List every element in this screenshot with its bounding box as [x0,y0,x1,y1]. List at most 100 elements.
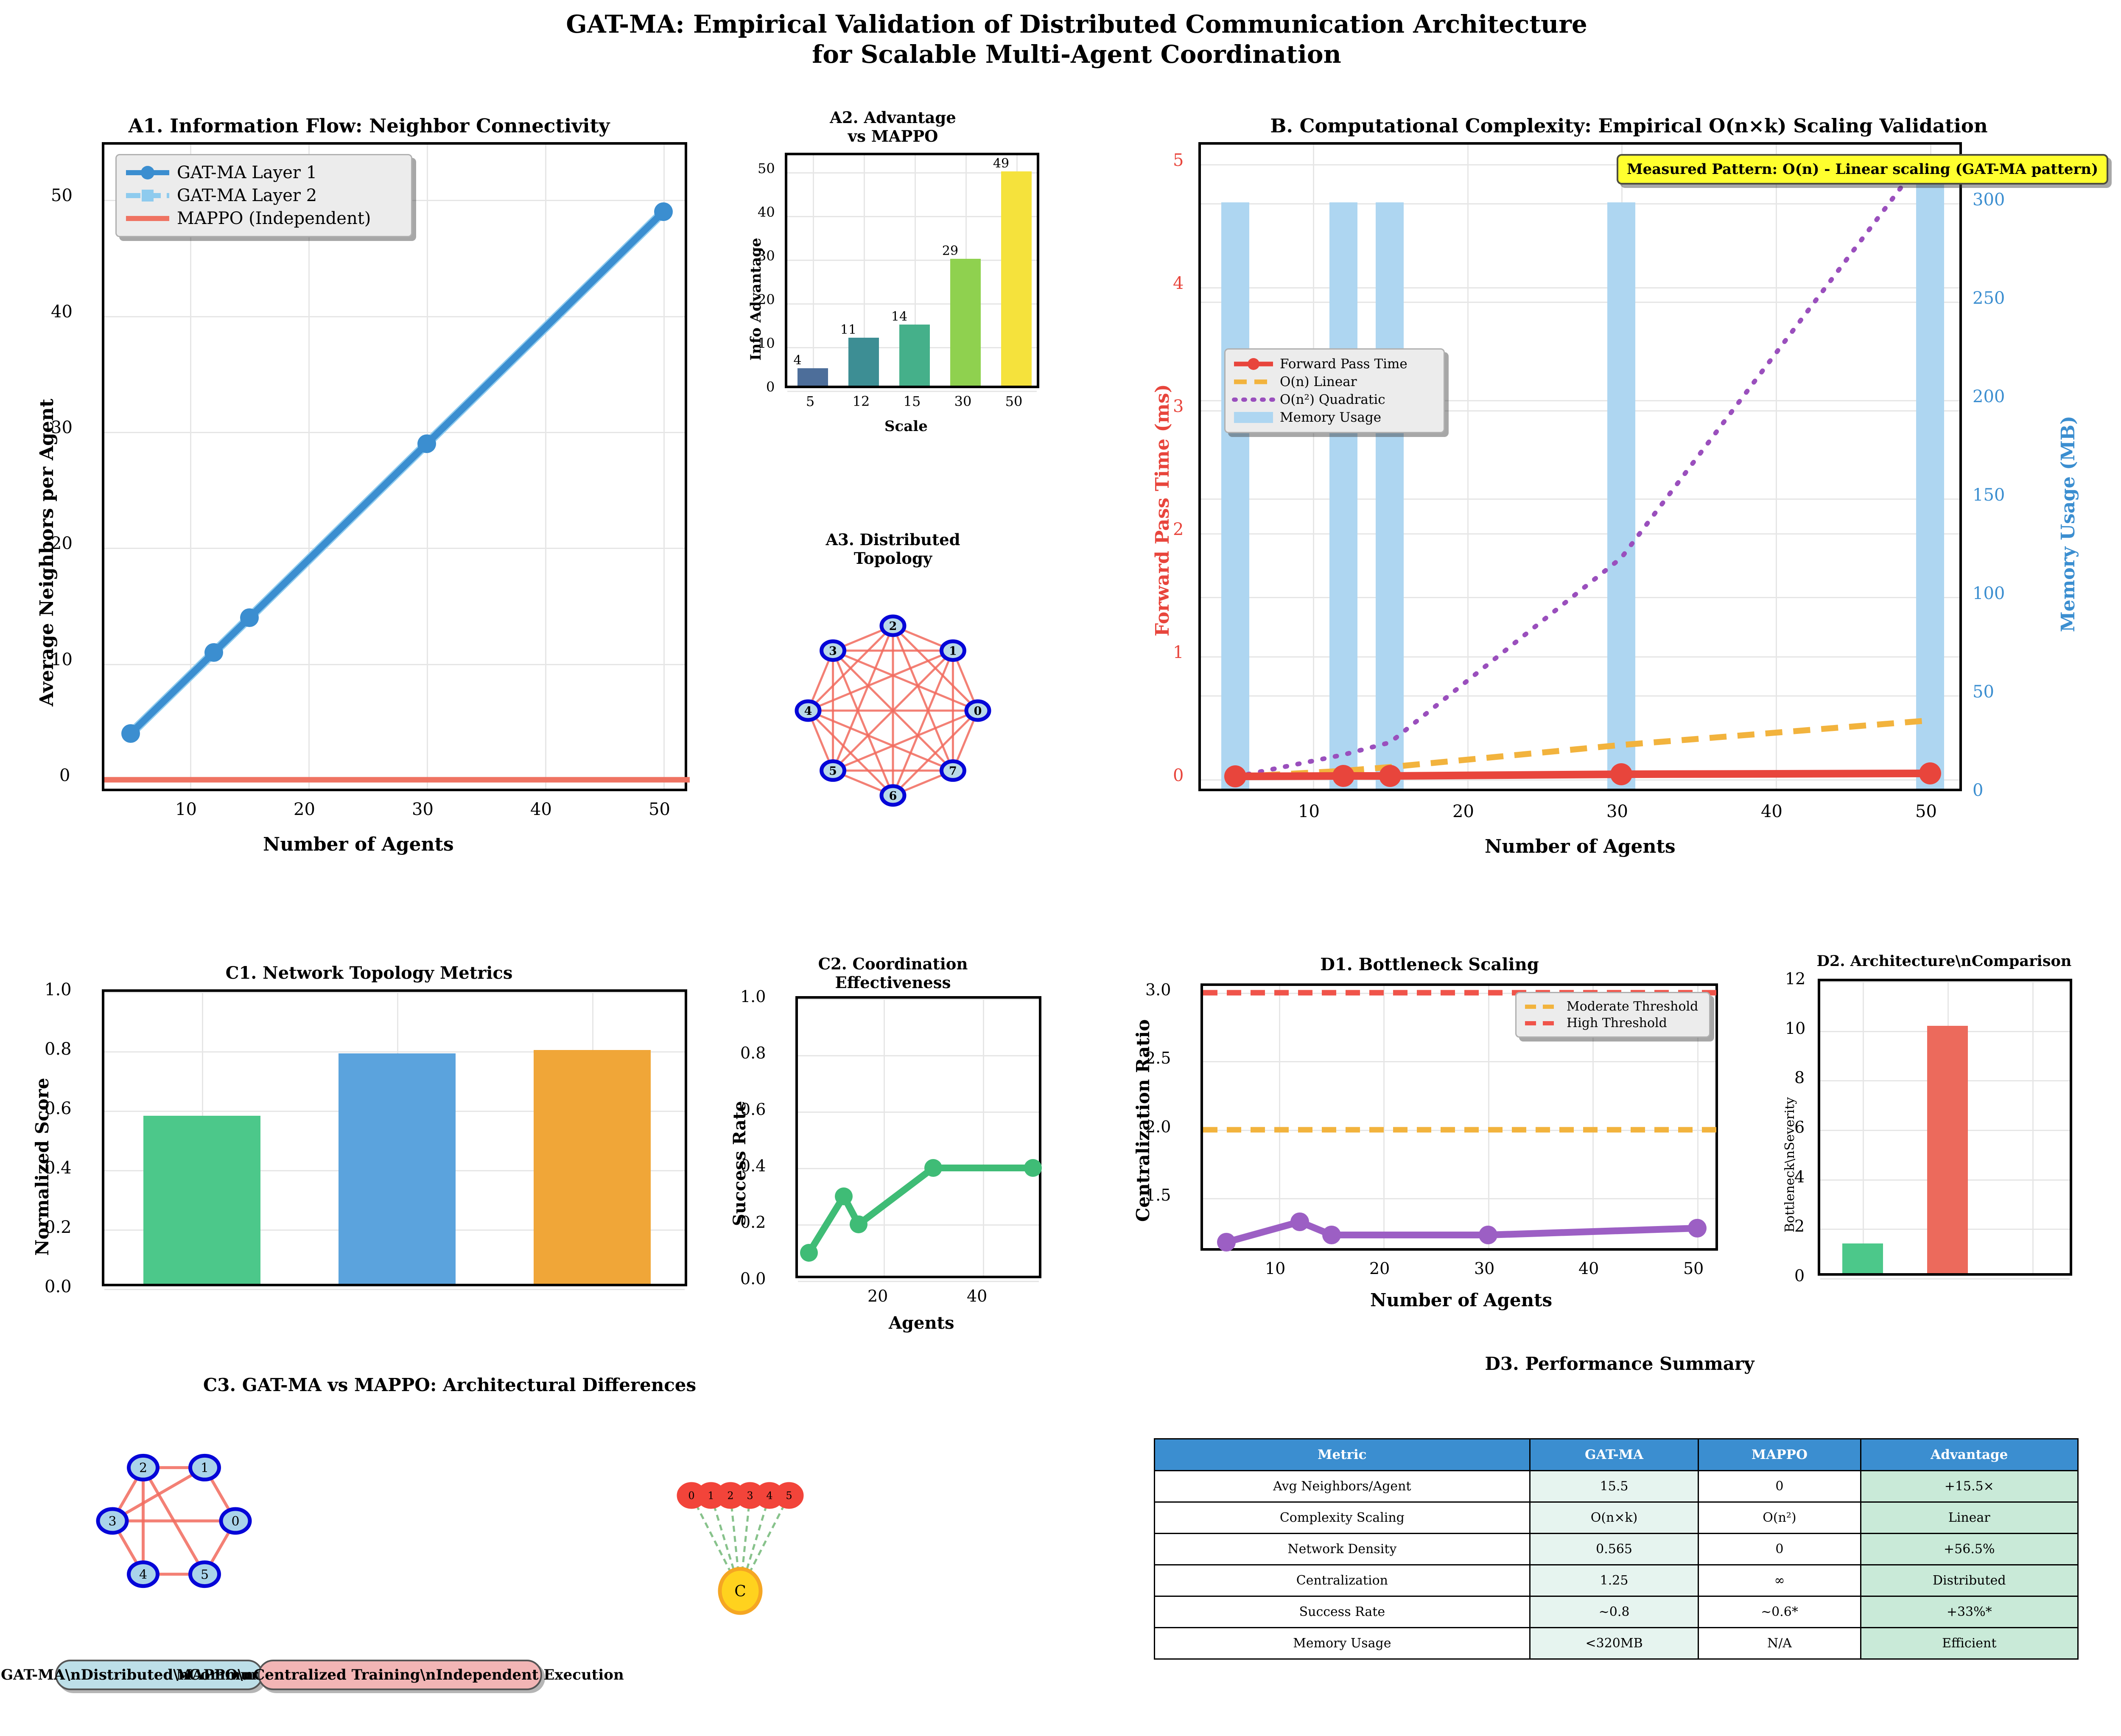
legend-item-forward-pass-time[interactable]: Forward Pass Time [1233,356,1436,372]
legend-item-memory-usage[interactable]: Memory Usage [1233,410,1436,425]
graph-node-label: 5 [201,1567,209,1582]
gridline [308,145,310,789]
x-tick: 50 [649,800,670,819]
panel-a3-graph: 0 1 2 3 4 5 6 7 [795,614,991,807]
memory-bar [1221,202,1249,789]
graph-node[interactable] [127,1560,159,1588]
y-tick-left: 3 [1173,397,1184,416]
panel-a1-legend[interactable]: GAT-MA Layer 1 GAT-MA Layer 2 MAPPO (Ind… [115,154,412,237]
panel-d2-plot-area [1818,979,2072,1280]
panel-a1: A1. Information Flow: Neighbor Connectiv… [0,115,704,899]
graph-node[interactable] [774,1482,804,1509]
y-tick: 2 [1794,1217,1805,1235]
y-tick-left: 1 [1173,643,1184,662]
gridline [1820,1278,2070,1280]
graph-node[interactable] [718,1567,763,1615]
y-tick: 10 [1785,1019,1806,1038]
gridline [787,391,1037,392]
table-cell: Centralization [1154,1564,1531,1597]
graph-node-label: 2 [139,1461,147,1476]
panel-c2: C2. Coordination Effectiveness 0.0 0.2 0… [717,955,1069,1358]
series-layer1-markers [121,202,673,743]
legend-item-linear[interactable]: O(n) Linear [1233,374,1436,389]
gridline [787,303,1037,305]
table-cell: 0.565 [1529,1533,1699,1565]
legend-label: High Threshold [1567,1016,1667,1030]
y-tick: 0.0 [45,1277,72,1296]
table-row: Avg Neighbors/Agent 15.5 0 +15.5× [1154,1470,2079,1503]
graph-node[interactable] [964,699,991,722]
gridline [427,145,428,789]
x-tick: 10 [1265,1259,1286,1278]
gridline [1313,145,1314,789]
y-tick-right: 100 [1973,584,2005,603]
panel-a1-title: A1. Information Flow: Neighbor Connectiv… [128,115,610,137]
bar-value-label: 29 [942,244,959,258]
graph-node-label: 3 [108,1514,116,1529]
y-tick: 30 [51,418,73,437]
graph-node[interactable] [939,639,966,662]
gridline [1776,145,1777,789]
gridline [1820,981,2070,983]
panel-c2-series [800,1159,1042,1262]
gridline [2032,981,2034,1273]
legend-item-high-threshold[interactable]: High Threshold [1524,1016,1701,1030]
graph-node[interactable] [879,614,907,637]
graph-node[interactable] [127,1453,159,1481]
graph-node[interactable] [188,1453,221,1481]
graph-node-label: 3 [829,645,837,658]
panel-c2-title: C2. Coordination Effectiveness [717,955,1069,992]
graph-node[interactable] [879,784,907,807]
gridline [983,999,984,1276]
panel-a3-title-line1: A3. Distributed [825,530,960,549]
panel-c3-graphs: 0 1 2 3 4 5 0 1 2 3 4 5 C [96,1453,804,1615]
panel-d1-legend[interactable]: Moderate Threshold High Threshold [1515,992,1710,1038]
y-tick: 0.6 [45,1099,72,1118]
y-tick: 40 [51,302,73,322]
table-row: Complexity Scaling O(n×k) O(n²) Linear [1154,1501,2079,1534]
legend-item-layer2[interactable]: GAT-MA Layer 2 [124,186,403,205]
panel-b-legend[interactable]: Forward Pass Time O(n) Linear O(n²) Quad… [1224,348,1445,433]
gridline [1203,1130,1715,1131]
graph-node[interactable] [219,1507,252,1535]
y-tick: 0 [766,379,775,395]
panel-a1-xlabel: Number of Agents [263,834,454,855]
bar-value-label: 49 [993,156,1010,171]
gridline [104,992,685,993]
legend-item-mappo[interactable]: MAPPO (Independent) [124,209,403,228]
graph-node[interactable] [939,759,966,782]
gridline-right [1201,695,1959,697]
graph-node-label: 4 [139,1567,147,1582]
x-tick: 20 [1369,1259,1390,1278]
legend-item-quadratic[interactable]: O(n²) Quadratic [1232,392,1436,407]
graph-node[interactable] [96,1507,129,1535]
gridline [1467,145,1469,789]
table-cell: ~0.8 [1529,1596,1699,1628]
graph-node[interactable] [820,759,847,782]
gridline [1201,287,1959,288]
panel-d2-title: D2. Architecture\nComparison [1816,952,2072,970]
gridline [190,145,191,789]
graph-node[interactable] [820,639,847,662]
x-tick: 30 [1474,1259,1495,1278]
y-tick: 0.0 [740,1269,766,1288]
gridline [1203,1198,1715,1199]
y-tick: 0 [1794,1266,1805,1285]
legend-label: O(n) Linear [1280,374,1357,389]
gridline [1697,986,1698,1248]
panel-b-title: B. Computational Complexity: Empirical O… [1270,115,1988,137]
table-cell: +56.5% [1860,1533,2079,1565]
legend-item-layer1[interactable]: GAT-MA Layer 1 [124,163,403,182]
y-tick: 0.4 [740,1156,766,1175]
legend-label: MAPPO (Independent) [177,209,371,228]
graph-node[interactable] [795,699,822,722]
y-tick: 2.0 [1145,1117,1171,1136]
gridline [798,1281,1039,1282]
panel-b-annotation: Measured Pattern: O(n) - Linear scaling … [1617,154,2109,185]
graph-node[interactable] [188,1560,221,1588]
graph-node-label: 3 [747,1490,753,1502]
figure-title-line2: for Scalable Multi-Agent Coordination [812,39,1341,69]
gridline-right [1201,302,1959,303]
bar [899,325,930,386]
legend-item-moderate-threshold[interactable]: Moderate Threshold [1524,999,1701,1014]
